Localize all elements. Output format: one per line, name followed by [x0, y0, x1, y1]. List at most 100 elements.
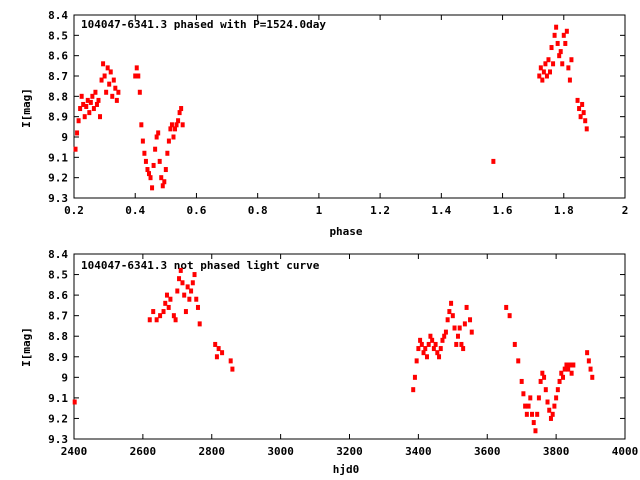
data-point: [411, 387, 416, 393]
data-point: [548, 415, 553, 421]
data-point: [578, 114, 583, 120]
data-point: [569, 370, 574, 376]
unphased-ticks: 2400 2600 2800 3000 3200 3400 3600 3800 4000 8.4 8…: [48, 248, 638, 458]
data-point: [588, 366, 593, 372]
y-tick-label: 8.7: [48, 70, 68, 83]
data-point: [163, 167, 168, 173]
data-point: [535, 411, 540, 417]
data-point: [423, 346, 428, 352]
data-point: [76, 118, 81, 124]
data-point: [428, 333, 433, 339]
data-point: [139, 122, 144, 128]
data-point: [160, 183, 165, 189]
y-tick-label: 8.6: [48, 289, 68, 302]
data-point: [447, 309, 452, 315]
data-point: [523, 403, 528, 409]
data-point: [156, 130, 161, 136]
x-tick-label: 1.2: [370, 204, 390, 217]
data-point: [166, 304, 171, 310]
data-point: [457, 325, 462, 331]
data-point: [561, 374, 566, 380]
data-point: [449, 300, 454, 306]
data-point: [182, 292, 187, 298]
data-point: [459, 341, 464, 347]
data-point: [175, 288, 180, 294]
data-point: [560, 61, 565, 67]
data-point: [81, 101, 86, 107]
data-point: [516, 358, 521, 364]
data-point: [220, 350, 225, 356]
data-point: [437, 354, 442, 360]
data-point: [192, 272, 197, 278]
y-tick-label: 9: [61, 131, 68, 144]
unphased-x-axis-label: hjd0: [333, 463, 360, 476]
data-point: [552, 32, 557, 38]
y-tick-label: 8.5: [48, 29, 68, 42]
data-point: [90, 93, 95, 99]
data-point: [96, 97, 101, 103]
data-point: [543, 61, 548, 67]
data-point: [550, 411, 555, 417]
data-point: [146, 171, 151, 177]
data-point: [228, 358, 233, 364]
y-tick-label: 9.1: [48, 392, 68, 405]
data-point: [73, 146, 78, 152]
data-point: [151, 162, 156, 168]
data-point: [519, 378, 524, 384]
data-point: [414, 358, 419, 364]
data-point: [159, 175, 164, 181]
data-point: [177, 276, 182, 282]
data-point: [555, 40, 560, 46]
data-point: [566, 65, 571, 71]
data-point: [538, 65, 543, 71]
x-tick-label: 2800: [199, 445, 226, 458]
data-point: [110, 93, 115, 99]
data-point: [563, 40, 568, 46]
x-tick-label: 2400: [61, 445, 88, 458]
data-point: [187, 296, 192, 302]
data-point: [153, 146, 158, 152]
data-point: [455, 333, 460, 339]
data-point: [567, 362, 572, 368]
data-point: [548, 69, 553, 75]
data-point: [554, 395, 559, 401]
data-point: [547, 407, 552, 413]
data-point: [443, 329, 448, 335]
x-tick-label: 1.4: [431, 204, 451, 217]
y-tick-label: 8.9: [48, 351, 68, 364]
data-point: [566, 366, 571, 372]
data-point: [177, 110, 182, 116]
data-point: [171, 134, 176, 140]
data-point: [452, 325, 457, 331]
data-point: [101, 61, 106, 67]
data-point: [72, 399, 77, 405]
y-tick-label: 9.3: [48, 192, 68, 205]
data-point: [536, 395, 541, 401]
data-point: [105, 65, 110, 71]
data-point: [98, 114, 103, 120]
data-point: [99, 77, 104, 83]
y-tick-label: 9.2: [48, 172, 68, 185]
data-point: [94, 101, 99, 107]
data-point: [433, 341, 438, 347]
data-point: [174, 122, 179, 128]
y-tick-label: 9.3: [48, 433, 68, 446]
data-point: [562, 366, 567, 372]
data-point: [542, 374, 547, 380]
x-tick-label: 3800: [543, 445, 570, 458]
data-point: [180, 280, 185, 286]
y-tick-label: 8.6: [48, 50, 68, 63]
data-point: [504, 304, 509, 310]
x-tick-label: 0.6: [187, 204, 207, 217]
data-point: [169, 122, 174, 128]
data-point: [586, 358, 591, 364]
data-point: [571, 362, 576, 368]
data-point: [583, 118, 588, 124]
data-point: [91, 106, 96, 112]
data-point: [580, 101, 585, 107]
data-point: [549, 45, 554, 51]
data-point: [564, 362, 569, 368]
data-point: [424, 354, 429, 360]
data-point: [162, 179, 167, 185]
y-tick-label: 8.4: [48, 248, 68, 261]
